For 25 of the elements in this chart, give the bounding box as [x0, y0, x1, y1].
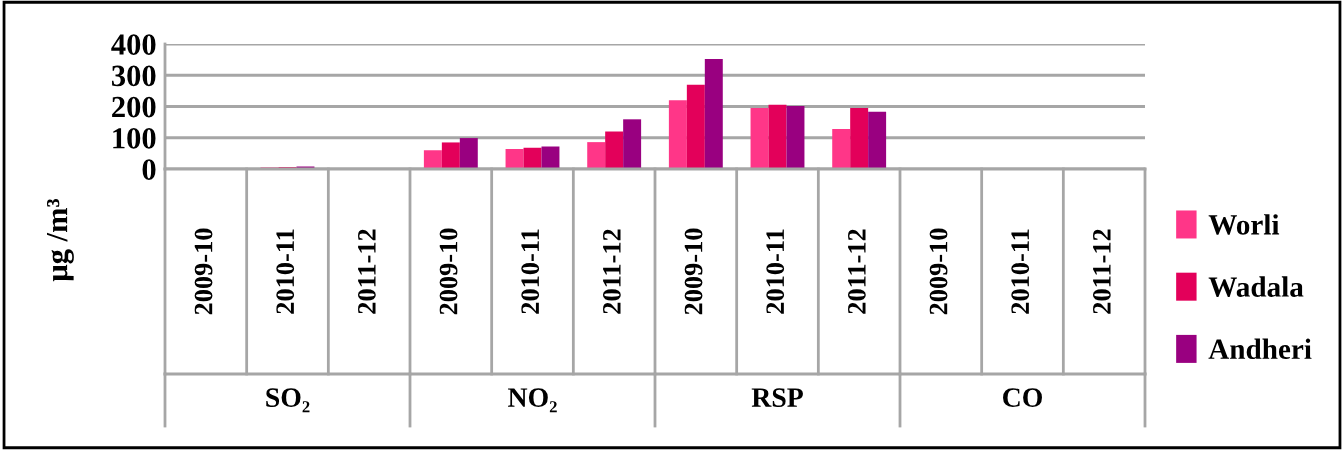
text: SO₂: [266, 388, 310, 413]
x-tick-label: 2011-12: [1092, 229, 1111, 314]
x-tick-label: 2010-11: [276, 229, 295, 314]
x-tick-label: 2009-10: [194, 228, 213, 315]
y-tick-label: 0: [142, 159, 156, 180]
legend-label: Wadala: [1208, 276, 1304, 298]
x-tick-label: 2011-12: [847, 229, 866, 314]
x-tick-label: 2010-11: [521, 229, 540, 314]
x-tick-label: 2010-11: [766, 229, 785, 314]
text: RSP: [751, 388, 803, 407]
x-tick-label: 2010-11: [1011, 229, 1030, 314]
x-tick-label: 2011-12: [602, 229, 621, 314]
x-tick-label: 2009-10: [439, 228, 458, 315]
x-tick-label: 2009-10: [929, 228, 948, 315]
y-tick-label: 100: [113, 128, 156, 149]
text: CO: [1003, 388, 1042, 407]
y-tick-label: 200: [112, 96, 156, 118]
x-tick-label: 2009-10: [684, 228, 703, 315]
legend-label: Andheri: [1208, 338, 1312, 360]
x-tick-label: 2011-12: [357, 229, 376, 314]
y-tick-label: 300: [111, 65, 156, 87]
y-tick-label: 400: [111, 34, 156, 55]
text: NO₂: [508, 388, 557, 413]
y-axis-title: μg /m³: [46, 198, 74, 282]
legend-label: Worli: [1208, 214, 1280, 235]
